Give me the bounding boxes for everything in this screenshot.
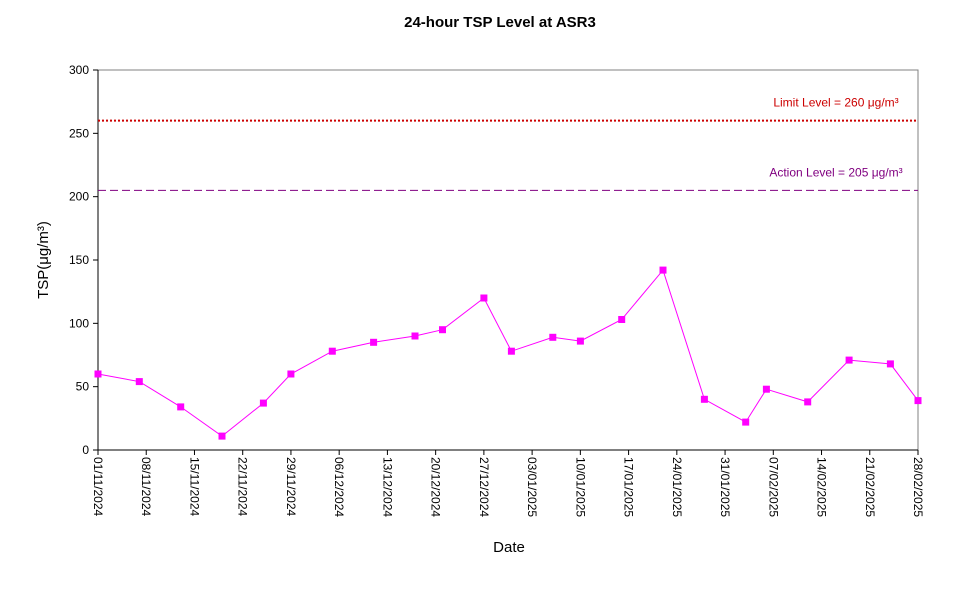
y-tick-label: 50 <box>76 380 90 394</box>
data-point <box>576 337 584 345</box>
x-tick-label: 31/01/2025 <box>718 457 732 517</box>
x-tick-label: 14/02/2025 <box>815 457 829 517</box>
plot-area: 0 50 100 150 200 250 300 01/11/2024 08/11/2024 15… <box>69 63 925 517</box>
data-point <box>411 332 419 340</box>
data-point <box>328 347 336 355</box>
data-point <box>218 432 226 440</box>
x-tick-label: 07/02/2025 <box>766 457 780 517</box>
action-level-label: Action Level = 205 μg/m³ <box>769 165 902 179</box>
data-point <box>480 294 488 302</box>
data-point <box>742 418 750 426</box>
limit-level-label: Limit Level = 260 μg/m³ <box>773 96 898 110</box>
x-tick-label: 17/01/2025 <box>622 457 636 517</box>
y-tick-label: 250 <box>69 126 89 140</box>
x-tick-label: 28/02/2025 <box>911 457 925 517</box>
x-tick-label: 29/11/2024 <box>284 457 298 516</box>
y-tick-label: 200 <box>69 190 89 204</box>
y-axis-label: TSP(μg/m³) <box>35 221 52 299</box>
data-point <box>370 338 378 346</box>
x-tick-label: 27/12/2024 <box>477 457 491 517</box>
y-tick-label: 300 <box>69 63 89 77</box>
x-tick-label: 24/01/2025 <box>670 457 684 517</box>
x-tick-label: 06/12/2024 <box>332 457 346 517</box>
data-point <box>287 370 295 378</box>
x-tick-label: 10/01/2025 <box>573 457 587 517</box>
data-point <box>762 385 770 393</box>
x-tick-label: 22/11/2024 <box>236 457 250 516</box>
data-point <box>507 347 515 355</box>
data-point <box>94 370 102 378</box>
x-tick-label: 01/11/2024 <box>91 457 105 516</box>
data-point <box>439 326 446 334</box>
y-tick-label: 100 <box>69 316 89 330</box>
data-point <box>135 378 143 386</box>
x-axis-label: Date <box>493 539 525 556</box>
data-point <box>549 333 557 341</box>
data-point <box>177 403 185 411</box>
data-point <box>845 356 853 364</box>
chart-title: 24-hour TSP Level at ASR3 <box>404 14 596 31</box>
x-tick-label: 13/12/2024 <box>380 457 394 517</box>
data-point <box>700 395 708 403</box>
plot-frame <box>98 69 919 450</box>
y-tick-label: 0 <box>82 443 89 457</box>
x-tick-label: 21/02/2025 <box>863 457 877 517</box>
x-tick-label: 15/11/2024 <box>187 457 201 516</box>
data-point <box>914 397 922 405</box>
x-tick-label: 03/01/2025 <box>525 457 539 517</box>
y-tick-label: 150 <box>69 253 89 267</box>
data-point <box>804 398 812 406</box>
x-tick-label: 08/11/2024 <box>139 457 153 516</box>
data-point <box>618 316 626 323</box>
data-point <box>886 360 894 368</box>
data-point <box>659 266 667 274</box>
x-tick-label: 20/12/2024 <box>429 457 443 517</box>
data-point <box>259 399 267 407</box>
